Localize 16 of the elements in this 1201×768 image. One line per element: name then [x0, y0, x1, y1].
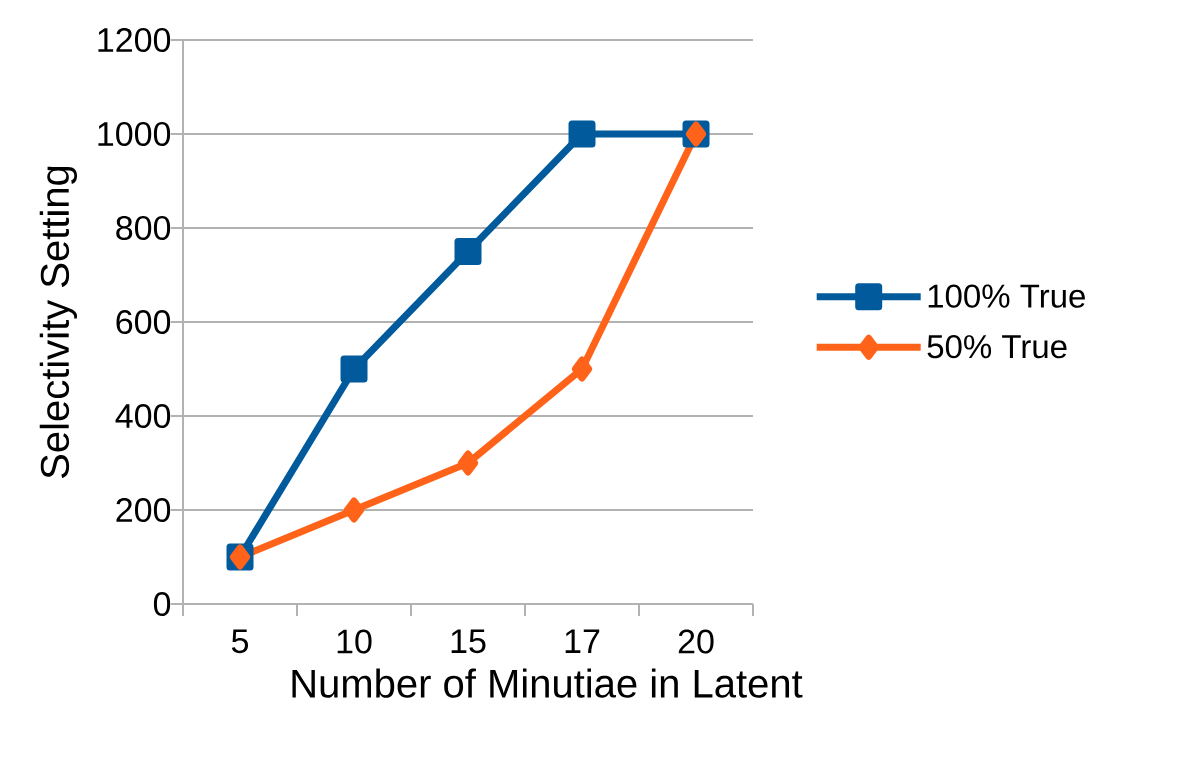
legend-label: 100% True	[928, 284, 1085, 308]
y-tick-label: 1000	[98, 121, 171, 147]
y-tick-label: 600	[116, 309, 171, 335]
x-tick-label: 20	[678, 629, 714, 654]
x-tick-label: 17	[565, 629, 600, 653]
y-tick-label: 800	[116, 215, 171, 241]
y-tick-label: 0	[153, 591, 171, 617]
legend-label: 50% True	[927, 334, 1067, 359]
x-tick-label: 5	[231, 629, 249, 654]
y-tick-label: 400	[115, 403, 171, 429]
y-axis-title: Selectivity Setting	[39, 166, 78, 479]
x-axis-title: Number of Minutiae in Latent	[292, 668, 803, 698]
y-tick-label: 200	[116, 497, 171, 523]
x-tick-label: 15	[451, 629, 486, 654]
x-tick-label: 10	[337, 629, 372, 654]
y-tick-label: 1200	[98, 27, 171, 53]
